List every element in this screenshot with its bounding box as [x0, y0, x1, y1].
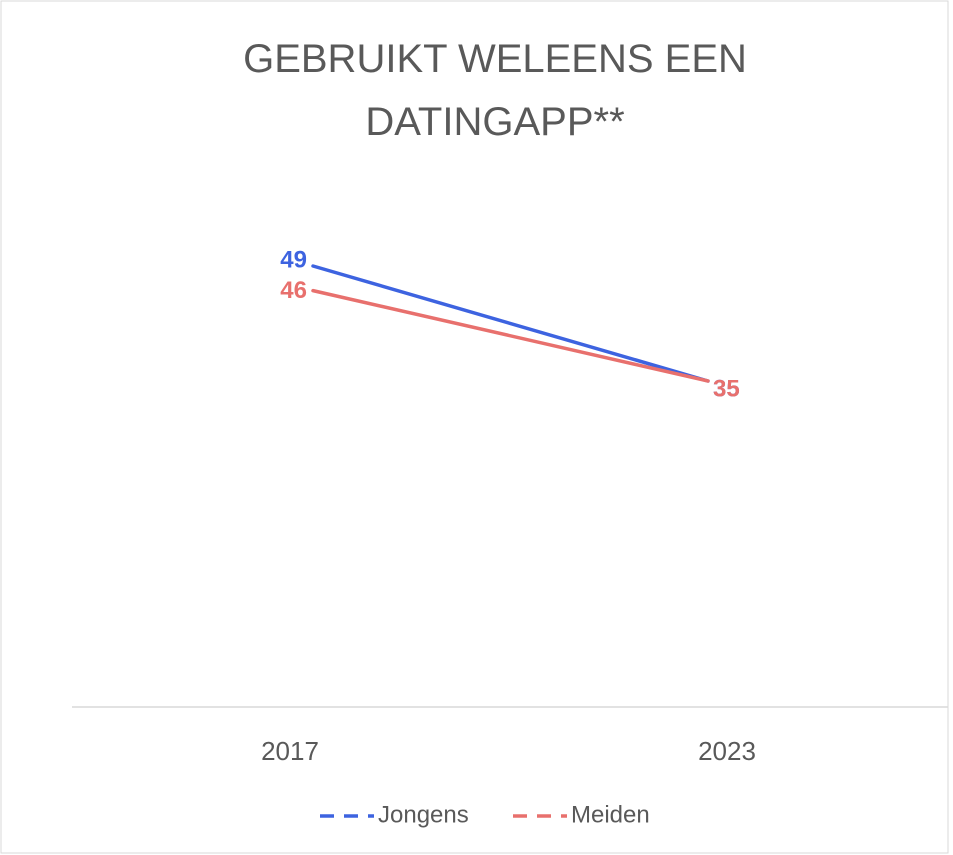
x-tick-label: 2023 — [698, 736, 756, 766]
legend-label: Meiden — [571, 801, 650, 828]
data-label: 49 — [280, 246, 307, 273]
data-label: 46 — [280, 277, 307, 304]
legend-label: Jongens — [378, 801, 469, 828]
series-line — [311, 264, 710, 383]
chart-title: GEBRUIKT WELEENS EEN DATINGAPP** — [243, 37, 747, 144]
x-tick-label: 2017 — [261, 736, 319, 766]
series-line — [311, 288, 710, 383]
data-label: 35 — [713, 375, 740, 402]
data-label: 35 — [713, 375, 740, 402]
